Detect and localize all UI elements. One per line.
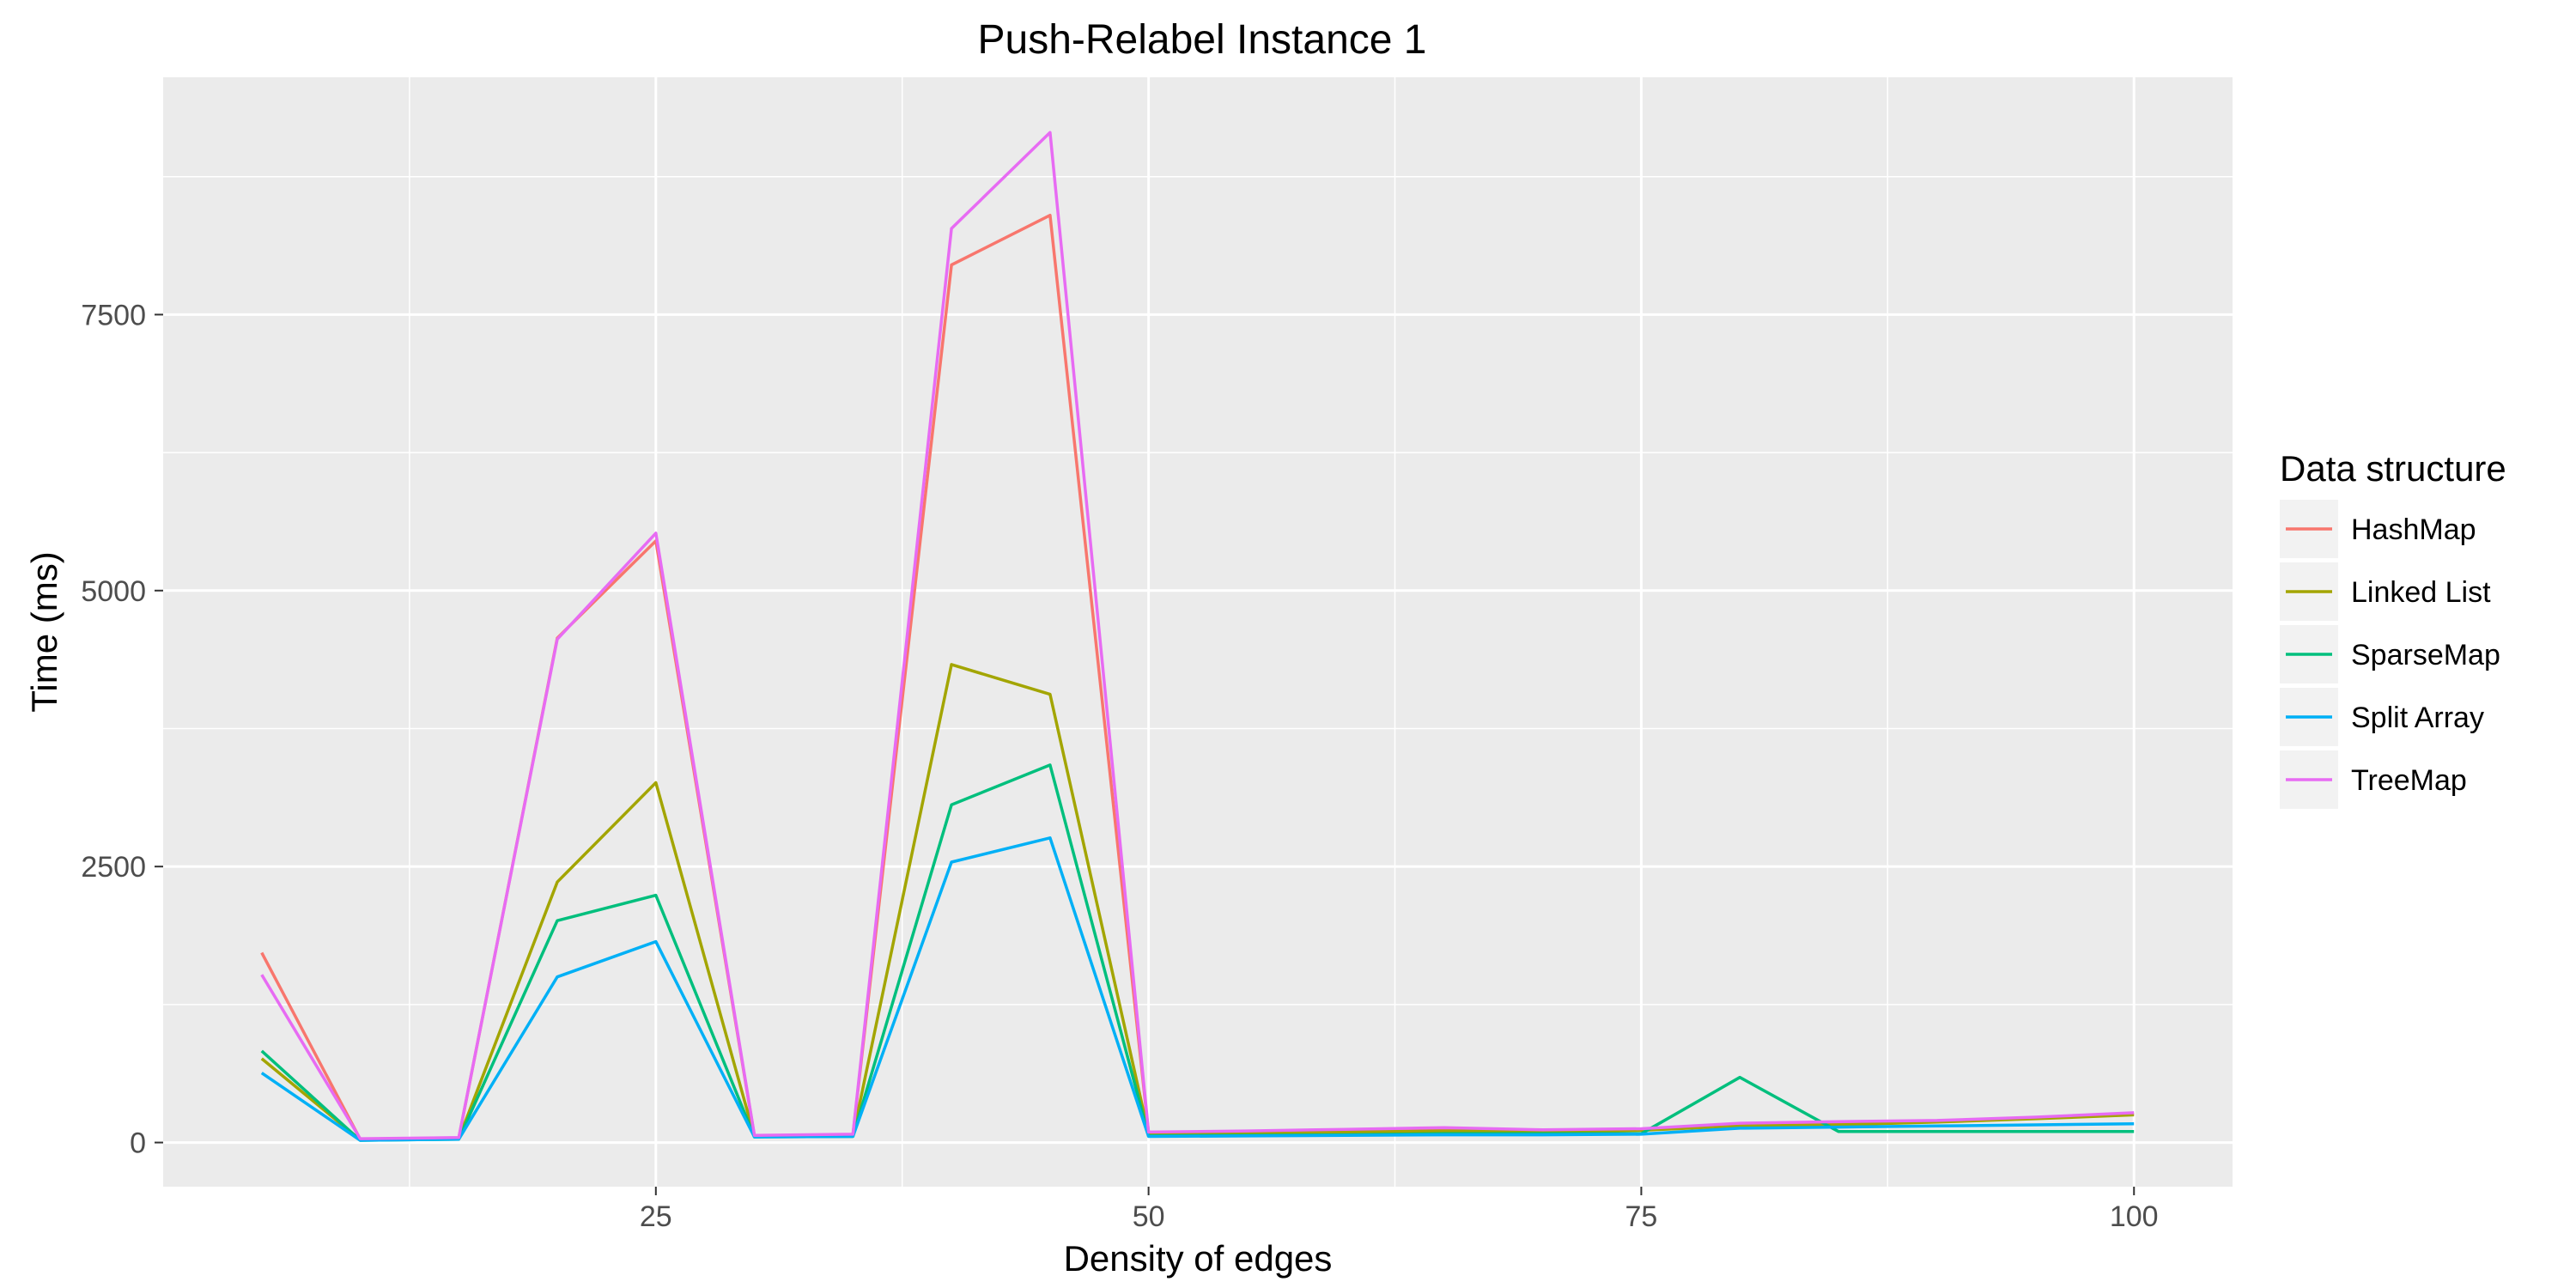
legend-label-split-array: Split Array	[2351, 702, 2484, 734]
legend-label-sparsemap: SparseMap	[2351, 639, 2500, 671]
x-tick-label: 25	[640, 1200, 672, 1233]
legend: Data structure HashMap Linked List SparseM…	[2280, 448, 2506, 809]
y-tick-label: 7500	[81, 299, 146, 331]
series-line-treemap	[260, 131, 2135, 1140]
y-tick-label: 5000	[81, 575, 146, 608]
chart-title: Push-Relabel Instance 1	[978, 17, 1427, 63]
legend-title: Data structure	[2280, 448, 2506, 489]
axis-ticks: 25 50 75 100 0 2500 5000 7500	[81, 299, 2158, 1233]
y-tick-label: 0	[130, 1127, 146, 1160]
series-lines	[260, 131, 2135, 1142]
series-line-split-array	[260, 836, 2135, 1142]
y-tick-label: 2500	[81, 851, 146, 884]
plot-panel	[163, 77, 2233, 1187]
x-axis-title: Density of edges	[1064, 1238, 1333, 1279]
x-tick-label: 75	[1625, 1200, 1658, 1233]
grid-major	[163, 77, 2233, 1187]
x-tick-label: 100	[2110, 1200, 2159, 1233]
y-axis-title: Time (ms)	[24, 551, 64, 712]
grid-minor	[163, 77, 2233, 1187]
series-line-linked-list	[260, 663, 2135, 1142]
x-tick-label: 50	[1133, 1200, 1165, 1233]
legend-label-linked-list: Linked List	[2351, 576, 2491, 609]
legend-label-hashmap: HashMap	[2351, 513, 2476, 546]
legend-label-treemap: TreeMap	[2351, 764, 2467, 797]
